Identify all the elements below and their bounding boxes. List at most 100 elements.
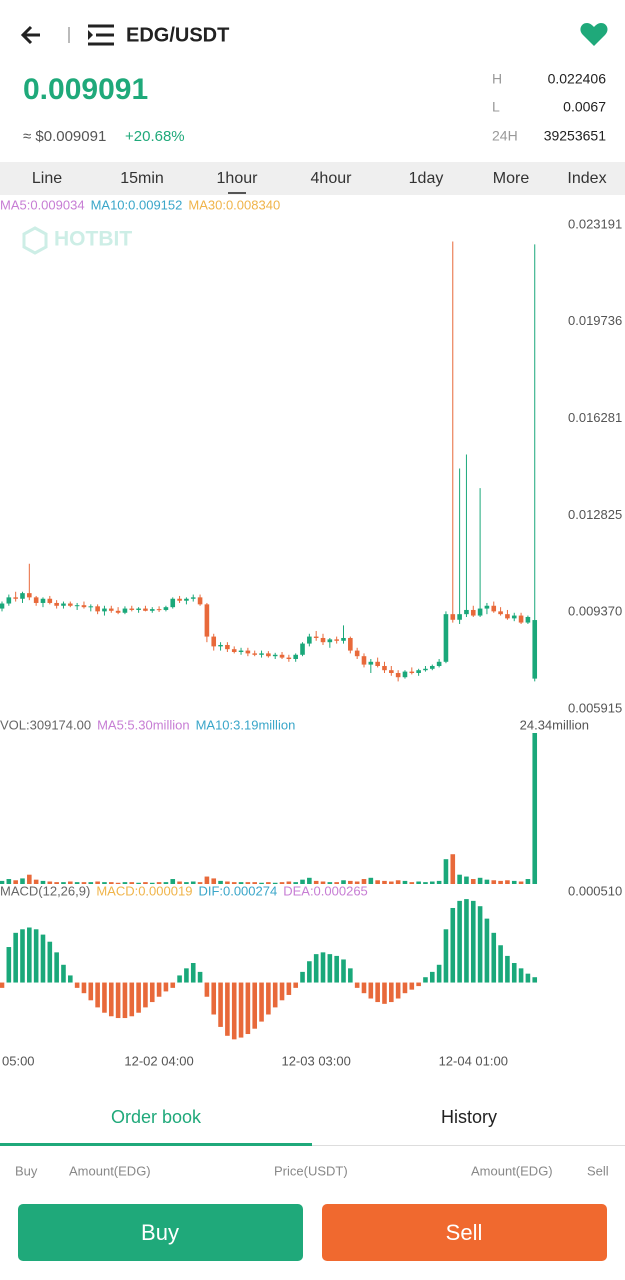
candle-body: [341, 637, 346, 641]
candle-body: [272, 654, 278, 657]
legend-item: MA30:0.008340: [188, 197, 280, 212]
interval-tab[interactable]: 1day: [409, 170, 444, 187]
bar: [225, 881, 230, 884]
candle-body: [436, 661, 442, 666]
bar: [443, 929, 449, 983]
interval-tab[interactable]: 15min: [120, 170, 164, 187]
bar: [341, 880, 346, 884]
bar: [95, 982, 100, 1008]
bar: [177, 975, 182, 983]
bar: [532, 977, 538, 983]
stat-label: H: [492, 71, 502, 87]
back-button[interactable]: [20, 25, 40, 45]
bar: [122, 982, 128, 1019]
menu-button[interactable]: [88, 24, 114, 46]
bar: [266, 982, 271, 1015]
column-header: Amount(EDG): [69, 1163, 151, 1178]
candle-body: [368, 661, 374, 665]
tab[interactable]: Order book: [111, 1107, 202, 1127]
bar: [88, 882, 94, 884]
candle-body: [320, 637, 326, 643]
bar: [436, 964, 442, 983]
bar: [47, 941, 53, 983]
bar: [211, 878, 217, 884]
favorite-button[interactable]: [580, 23, 608, 46]
candle-body: [307, 636, 312, 644]
candle-body: [245, 650, 251, 654]
bar: [457, 874, 462, 884]
bar: [423, 977, 428, 983]
bar: [102, 882, 107, 884]
sell-label[interactable]: Sell: [446, 1220, 483, 1245]
interval-tab[interactable]: 1hour: [217, 170, 259, 187]
y-tick-label: 0.000510: [568, 883, 622, 898]
bar: [266, 882, 271, 884]
bar: [464, 899, 469, 983]
bar: [68, 975, 73, 983]
buy-button[interactable]: [18, 1204, 303, 1261]
bar: [416, 982, 421, 987]
bar: [211, 982, 217, 1015]
bar: [170, 982, 176, 988]
bar: [129, 982, 135, 1017]
stat-label: L: [492, 99, 500, 115]
candle-body: [211, 636, 217, 647]
bar: [341, 959, 346, 983]
bar: [238, 982, 244, 1038]
candle-body: [40, 598, 46, 603]
column-header: Price(USDT): [274, 1163, 348, 1178]
interval-tab[interactable]: Line: [32, 170, 62, 187]
bar: [484, 879, 490, 884]
bar: [6, 947, 12, 983]
legend-item: MA10:3.19million: [196, 717, 296, 732]
candle-body: [470, 609, 476, 616]
legend-item: DIF:0.000274: [198, 883, 277, 898]
candle-body: [170, 598, 176, 608]
candle-body: [348, 637, 353, 651]
sell-button[interactable]: [322, 1204, 607, 1261]
candle-body: [409, 671, 415, 673]
x-tick-label: 05:00: [2, 1053, 35, 1068]
bar: [443, 859, 449, 884]
interval-tab[interactable]: More: [493, 170, 530, 187]
bar: [149, 982, 155, 1003]
bar: [429, 971, 435, 983]
bar: [348, 880, 353, 884]
candle-body: [33, 597, 39, 603]
bar: [129, 882, 135, 884]
pair-title: EDG/USDT: [126, 24, 229, 46]
bar: [511, 880, 517, 884]
bar: [108, 982, 114, 1017]
bar: [525, 973, 531, 983]
bar: [20, 878, 25, 884]
candle-body: [13, 597, 18, 599]
bar: [156, 882, 162, 884]
candle-body: [143, 608, 148, 611]
bar: [498, 880, 503, 884]
bar: [423, 882, 428, 884]
bar: [259, 882, 264, 884]
bar: [163, 982, 169, 992]
bar: [20, 929, 25, 983]
bar: [61, 964, 66, 983]
candle-body: [402, 671, 408, 678]
bar: [279, 882, 285, 884]
bar: [477, 877, 483, 884]
candle-body: [122, 608, 128, 613]
bar: [190, 881, 196, 884]
bar: [40, 880, 46, 884]
bar: [293, 982, 298, 988]
interval-tab[interactable]: Index: [567, 170, 606, 187]
buy-label[interactable]: Buy: [141, 1220, 179, 1245]
bar: [54, 882, 59, 884]
bar: [409, 882, 415, 884]
stat-value: 39253651: [544, 128, 607, 144]
bar: [225, 982, 230, 1036]
y-tick-label: 0.012825: [568, 507, 622, 522]
interval-tab[interactable]: 4hour: [311, 170, 353, 187]
tab[interactable]: History: [441, 1107, 497, 1127]
candle-body: [477, 608, 483, 616]
bar: [27, 927, 32, 983]
bar: [163, 882, 169, 884]
